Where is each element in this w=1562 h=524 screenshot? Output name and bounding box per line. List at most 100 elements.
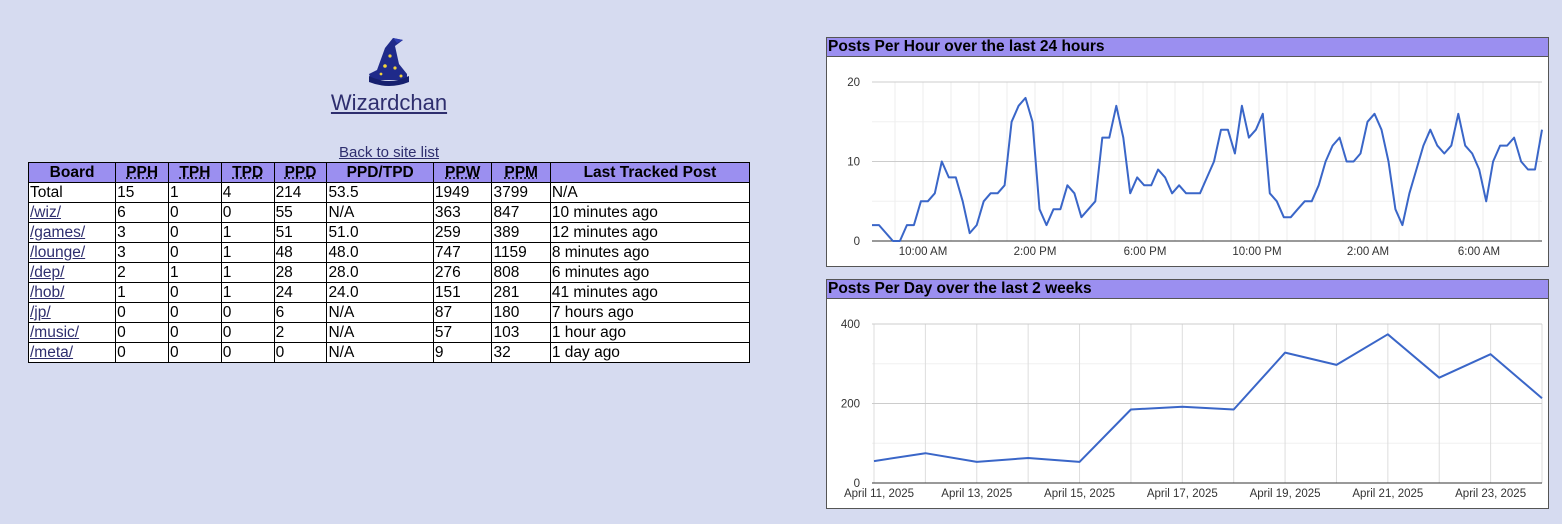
board-link[interactable]: /music/ [30, 323, 80, 341]
data-point[interactable] [1281, 214, 1287, 220]
column-abbr[interactable]: PPW [445, 163, 481, 181]
data-point[interactable] [1488, 351, 1494, 357]
data-point[interactable] [1511, 135, 1517, 141]
data-point[interactable] [974, 459, 980, 465]
data-point[interactable] [1148, 182, 1154, 188]
data-point[interactable] [1302, 198, 1308, 204]
data-point[interactable] [1037, 206, 1043, 212]
data-point[interactable] [1218, 127, 1224, 133]
data-point[interactable] [1099, 135, 1105, 141]
column-abbr[interactable]: TPH [179, 163, 211, 181]
data-point[interactable] [1483, 198, 1489, 204]
data-point[interactable] [1057, 206, 1063, 212]
data-point[interactable] [939, 159, 945, 165]
data-point[interactable] [1050, 206, 1056, 212]
data-point[interactable] [925, 198, 931, 204]
data-point[interactable] [904, 222, 910, 228]
data-point[interactable] [1078, 214, 1084, 220]
data-point[interactable] [1469, 151, 1475, 157]
data-point[interactable] [1064, 182, 1070, 188]
column-abbr[interactable]: PPH [126, 163, 159, 181]
data-point[interactable] [1399, 222, 1405, 228]
data-point[interactable] [1239, 103, 1245, 109]
data-point[interactable] [1077, 459, 1083, 465]
data-point[interactable] [1365, 119, 1371, 125]
data-point[interactable] [967, 230, 973, 236]
data-point[interactable] [1476, 166, 1482, 172]
data-point[interactable] [1358, 151, 1364, 157]
data-point[interactable] [1385, 331, 1391, 337]
data-point[interactable] [1539, 127, 1545, 133]
data-point[interactable] [1330, 143, 1336, 149]
data-point[interactable] [1436, 375, 1442, 381]
data-point[interactable] [1316, 182, 1322, 188]
data-point[interactable] [1002, 182, 1008, 188]
data-point[interactable] [1434, 143, 1440, 149]
data-point[interactable] [1448, 143, 1454, 149]
data-point[interactable] [1497, 143, 1503, 149]
data-point[interactable] [1504, 143, 1510, 149]
data-point[interactable] [911, 222, 917, 228]
data-point[interactable] [1253, 127, 1259, 133]
data-point[interactable] [1169, 190, 1175, 196]
data-point[interactable] [1427, 127, 1433, 133]
data-point[interactable] [883, 230, 889, 236]
data-point[interactable] [1490, 159, 1496, 165]
data-point[interactable] [1134, 174, 1140, 180]
data-point[interactable] [1127, 190, 1133, 196]
data-point[interactable] [1518, 159, 1524, 165]
data-point[interactable] [1385, 159, 1391, 165]
data-point[interactable] [1413, 166, 1419, 172]
data-point[interactable] [869, 222, 875, 228]
data-point[interactable] [1462, 143, 1468, 149]
board-link[interactable]: /wiz/ [30, 203, 61, 221]
data-point[interactable] [1128, 406, 1134, 412]
column-abbr[interactable]: PPD [284, 163, 317, 181]
data-point[interactable] [1025, 455, 1031, 461]
data-point[interactable] [918, 198, 924, 204]
data-point[interactable] [1183, 190, 1189, 196]
data-point[interactable] [1532, 166, 1538, 172]
data-point[interactable] [988, 190, 994, 196]
board-link[interactable]: /dep/ [30, 263, 65, 281]
data-point[interactable] [1420, 143, 1426, 149]
series-line[interactable] [872, 96, 1543, 242]
data-point[interactable] [1282, 350, 1288, 356]
data-point[interactable] [1344, 159, 1350, 165]
data-point[interactable] [1406, 190, 1412, 196]
data-point[interactable] [981, 198, 987, 204]
data-point[interactable] [1232, 151, 1238, 157]
data-point[interactable] [1267, 190, 1273, 196]
data-point[interactable] [1085, 206, 1091, 212]
data-point[interactable] [1023, 95, 1029, 101]
data-point[interactable] [1351, 159, 1357, 165]
data-point[interactable] [1009, 119, 1015, 125]
data-point[interactable] [1043, 222, 1049, 228]
data-point[interactable] [1179, 404, 1185, 410]
data-point[interactable] [1113, 103, 1119, 109]
data-point[interactable] [1162, 174, 1168, 180]
data-point[interactable] [1337, 135, 1343, 141]
data-point[interactable] [897, 238, 903, 244]
series-line[interactable] [873, 333, 1543, 463]
wizard-hat-icon[interactable] [363, 34, 415, 88]
data-point[interactable] [871, 458, 877, 464]
data-point[interactable] [922, 450, 928, 456]
data-point[interactable] [953, 174, 959, 180]
data-point[interactable] [946, 174, 952, 180]
data-point[interactable] [932, 190, 938, 196]
data-point[interactable] [1204, 174, 1210, 180]
data-point[interactable] [995, 190, 1001, 196]
data-point[interactable] [1176, 182, 1182, 188]
board-link[interactable]: /meta/ [30, 343, 74, 361]
data-point[interactable] [1231, 406, 1237, 412]
site-title-link[interactable]: Wizardchan [330, 90, 448, 115]
data-point[interactable] [1155, 166, 1161, 172]
column-abbr[interactable]: TPD [232, 163, 264, 181]
data-point[interactable] [1309, 198, 1315, 204]
board-link[interactable]: /games/ [30, 223, 86, 241]
data-point[interactable] [1274, 198, 1280, 204]
back-to-site-list-link[interactable]: Back to site list [338, 144, 440, 161]
data-point[interactable] [876, 222, 882, 228]
board-link[interactable]: /hob/ [30, 283, 65, 301]
